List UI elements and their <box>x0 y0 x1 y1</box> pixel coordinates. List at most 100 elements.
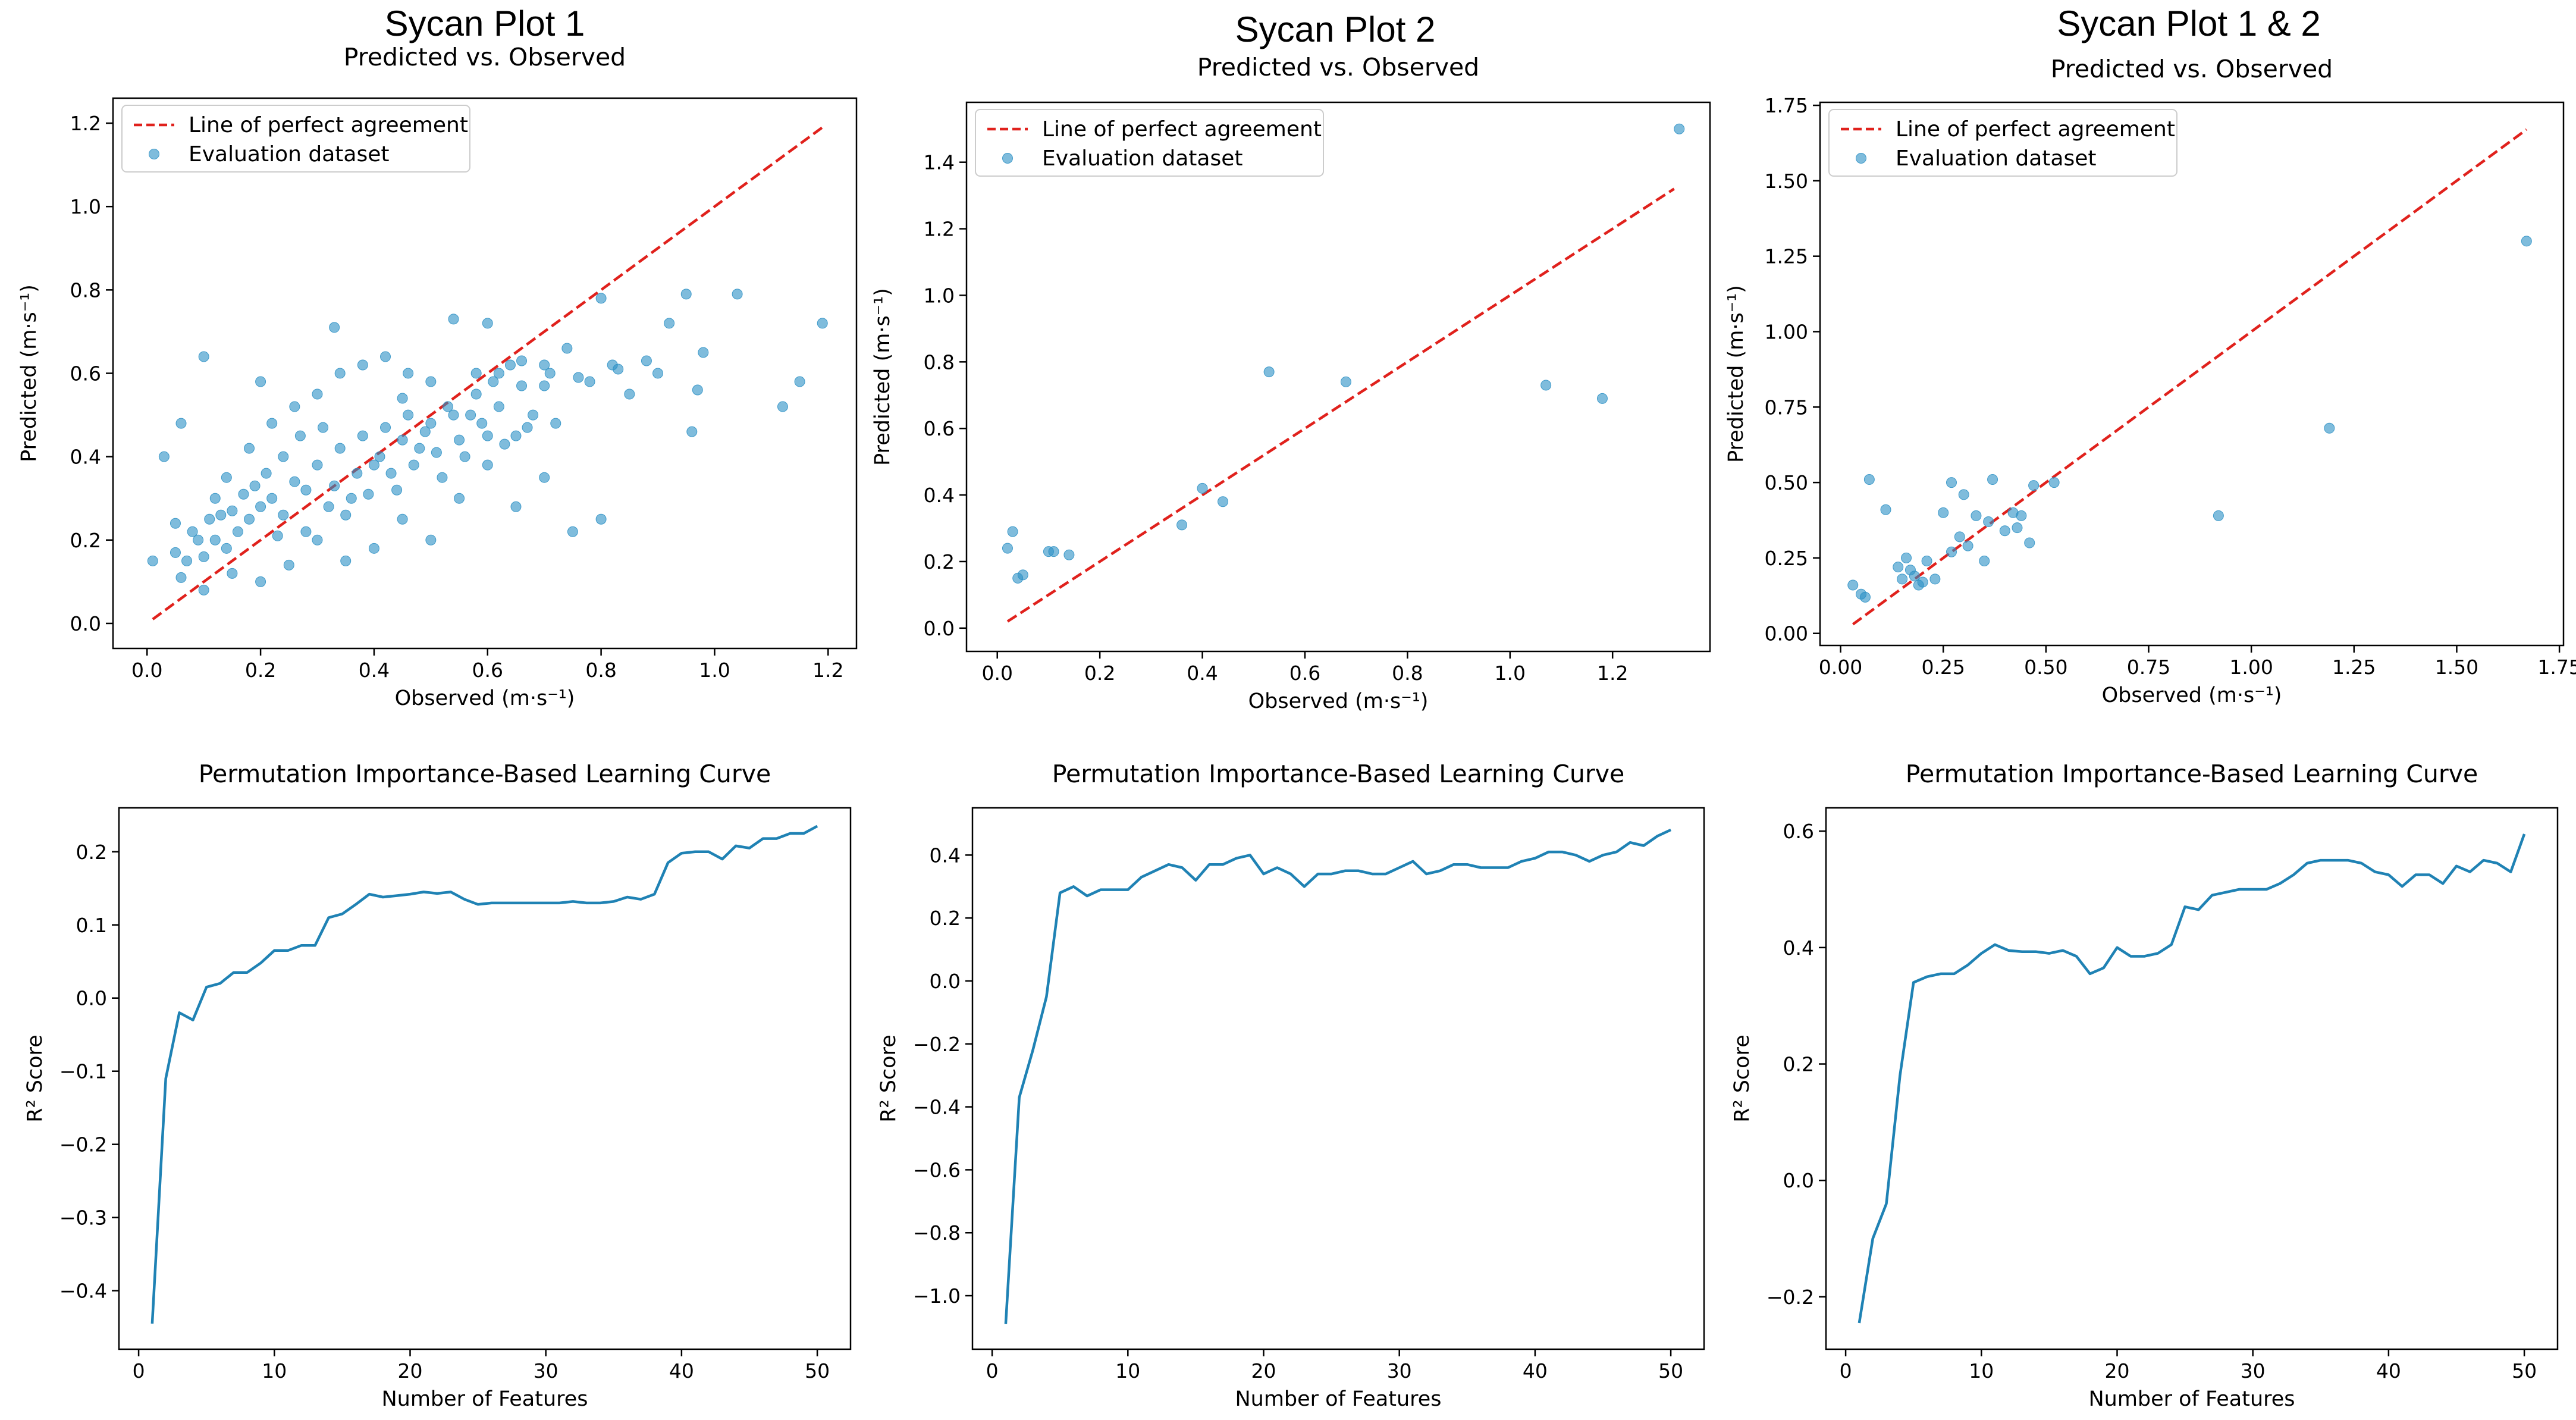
y-tick-label: 0.00 <box>1765 622 1808 645</box>
x-tick-label: 50 <box>2512 1359 2537 1383</box>
scatter3-panel: Sycan Plot 1 & 2 Predicted vs. Observed 0.… <box>1724 4 2576 707</box>
data-point <box>1863 474 1875 485</box>
data-point <box>221 472 232 483</box>
y-tick-label: 0.2 <box>70 529 101 552</box>
data-point <box>539 472 550 483</box>
data-point <box>198 551 209 562</box>
data-point <box>698 347 709 358</box>
data-point <box>209 493 221 504</box>
data-point <box>175 572 187 583</box>
data-point <box>1971 510 1982 521</box>
data-point <box>232 526 243 537</box>
y-tick-label: −0.6 <box>913 1158 961 1181</box>
data-point <box>380 351 391 362</box>
data-point <box>170 518 181 529</box>
x-tick-label: 10 <box>1969 1359 1994 1383</box>
data-point <box>198 351 209 362</box>
y-tick-label: 0.6 <box>924 417 955 440</box>
data-point <box>2324 422 2335 434</box>
data-point <box>732 289 743 300</box>
y-tick-label: 0.2 <box>76 841 107 864</box>
y-tick-label: 1.00 <box>1765 320 1808 343</box>
data-point <box>1979 555 1990 566</box>
data-point <box>170 547 181 558</box>
data-point <box>408 459 419 471</box>
x-tick-label: 1.0 <box>1495 662 1526 685</box>
data-point <box>2028 480 2040 491</box>
data-point <box>244 443 255 454</box>
y-tick-label: −1.0 <box>913 1284 961 1308</box>
data-point <box>300 484 312 496</box>
y-tick-label: 0.2 <box>930 907 961 930</box>
data-point <box>346 493 357 504</box>
data-point <box>482 318 493 329</box>
y-tick-label: 0.75 <box>1765 396 1808 419</box>
data-point <box>425 534 437 546</box>
data-point <box>368 543 379 554</box>
data-point <box>504 359 516 371</box>
data-point <box>465 409 476 421</box>
data-point <box>692 384 703 396</box>
x-tick-label: 20 <box>2104 1359 2129 1383</box>
data-point <box>510 430 522 441</box>
data-point <box>374 451 385 462</box>
data-point <box>249 480 261 491</box>
data-point <box>227 505 238 516</box>
y-tick-label: 1.25 <box>1765 245 1808 268</box>
data-point <box>686 426 698 437</box>
data-point <box>158 451 170 462</box>
data-point <box>454 434 465 446</box>
data-point <box>561 343 573 354</box>
data-point <box>1263 366 1275 378</box>
data-point <box>624 388 635 400</box>
data-point <box>215 509 227 521</box>
x-tick-label: 50 <box>1658 1359 1683 1383</box>
data-point <box>1917 576 1928 588</box>
data-point <box>1921 555 1932 566</box>
x-axis-label: Observed (m·s⁻¹) <box>1248 689 1429 713</box>
x-tick-label: 0.0 <box>131 659 162 682</box>
data-point <box>499 438 510 450</box>
data-point <box>175 418 187 429</box>
x-tick-label: 0.25 <box>1921 656 1965 679</box>
axes-frame <box>112 97 858 650</box>
x-tick-label: 0.8 <box>1392 662 1423 685</box>
y-tick-label: 0.0 <box>1783 1169 1814 1192</box>
data-point <box>652 368 664 379</box>
x-tick-label: 0.6 <box>472 659 503 682</box>
legend-entry-evaluation-dataset: Evaluation dataset <box>189 142 390 167</box>
data-point <box>567 526 578 537</box>
x-tick-label: 0.4 <box>1187 662 1218 685</box>
data-point <box>680 289 692 300</box>
axes-frame <box>971 807 1705 1350</box>
x-tick-label: 0.8 <box>585 659 616 682</box>
data-point <box>1002 543 1013 554</box>
x-axis-label: Number of Features <box>381 1387 588 1411</box>
data-point <box>777 401 788 412</box>
data-point <box>482 430 493 441</box>
legend-entry-perfect-agreement: Line of perfect agreement <box>1896 117 2175 142</box>
data-point <box>2048 477 2060 488</box>
legend-point-swatch <box>1856 153 1866 164</box>
data-point <box>595 293 607 304</box>
data-point <box>1880 504 1891 515</box>
y-axis-label: R² Score <box>877 1035 900 1123</box>
curve3-plot-area <box>1858 833 2526 1324</box>
data-point <box>1063 549 1075 560</box>
y-axis-label: Predicted (m·s⁻¹) <box>1724 285 1748 463</box>
x-tick-label: 30 <box>2241 1359 2266 1383</box>
x-axis-label: Observed (m·s⁻¹) <box>2102 684 2282 707</box>
data-point <box>340 555 352 566</box>
y-tick-label: 0.2 <box>924 550 955 573</box>
y-tick-label: −0.2 <box>59 1133 107 1156</box>
y-tick-label: 1.75 <box>1765 94 1808 117</box>
data-point <box>312 459 323 471</box>
y-tick-label: 1.50 <box>1765 170 1808 193</box>
curve3-panel: Permutation Importance-Based Learning Cu… <box>1730 760 2559 1411</box>
y-tick-label: 1.0 <box>70 195 101 218</box>
y-tick-label: 0.25 <box>1765 547 1808 570</box>
y-tick-label: 0.4 <box>930 844 961 867</box>
data-point <box>397 434 408 446</box>
y-tick-label: 0.0 <box>930 970 961 993</box>
axes-frame <box>965 101 1711 653</box>
